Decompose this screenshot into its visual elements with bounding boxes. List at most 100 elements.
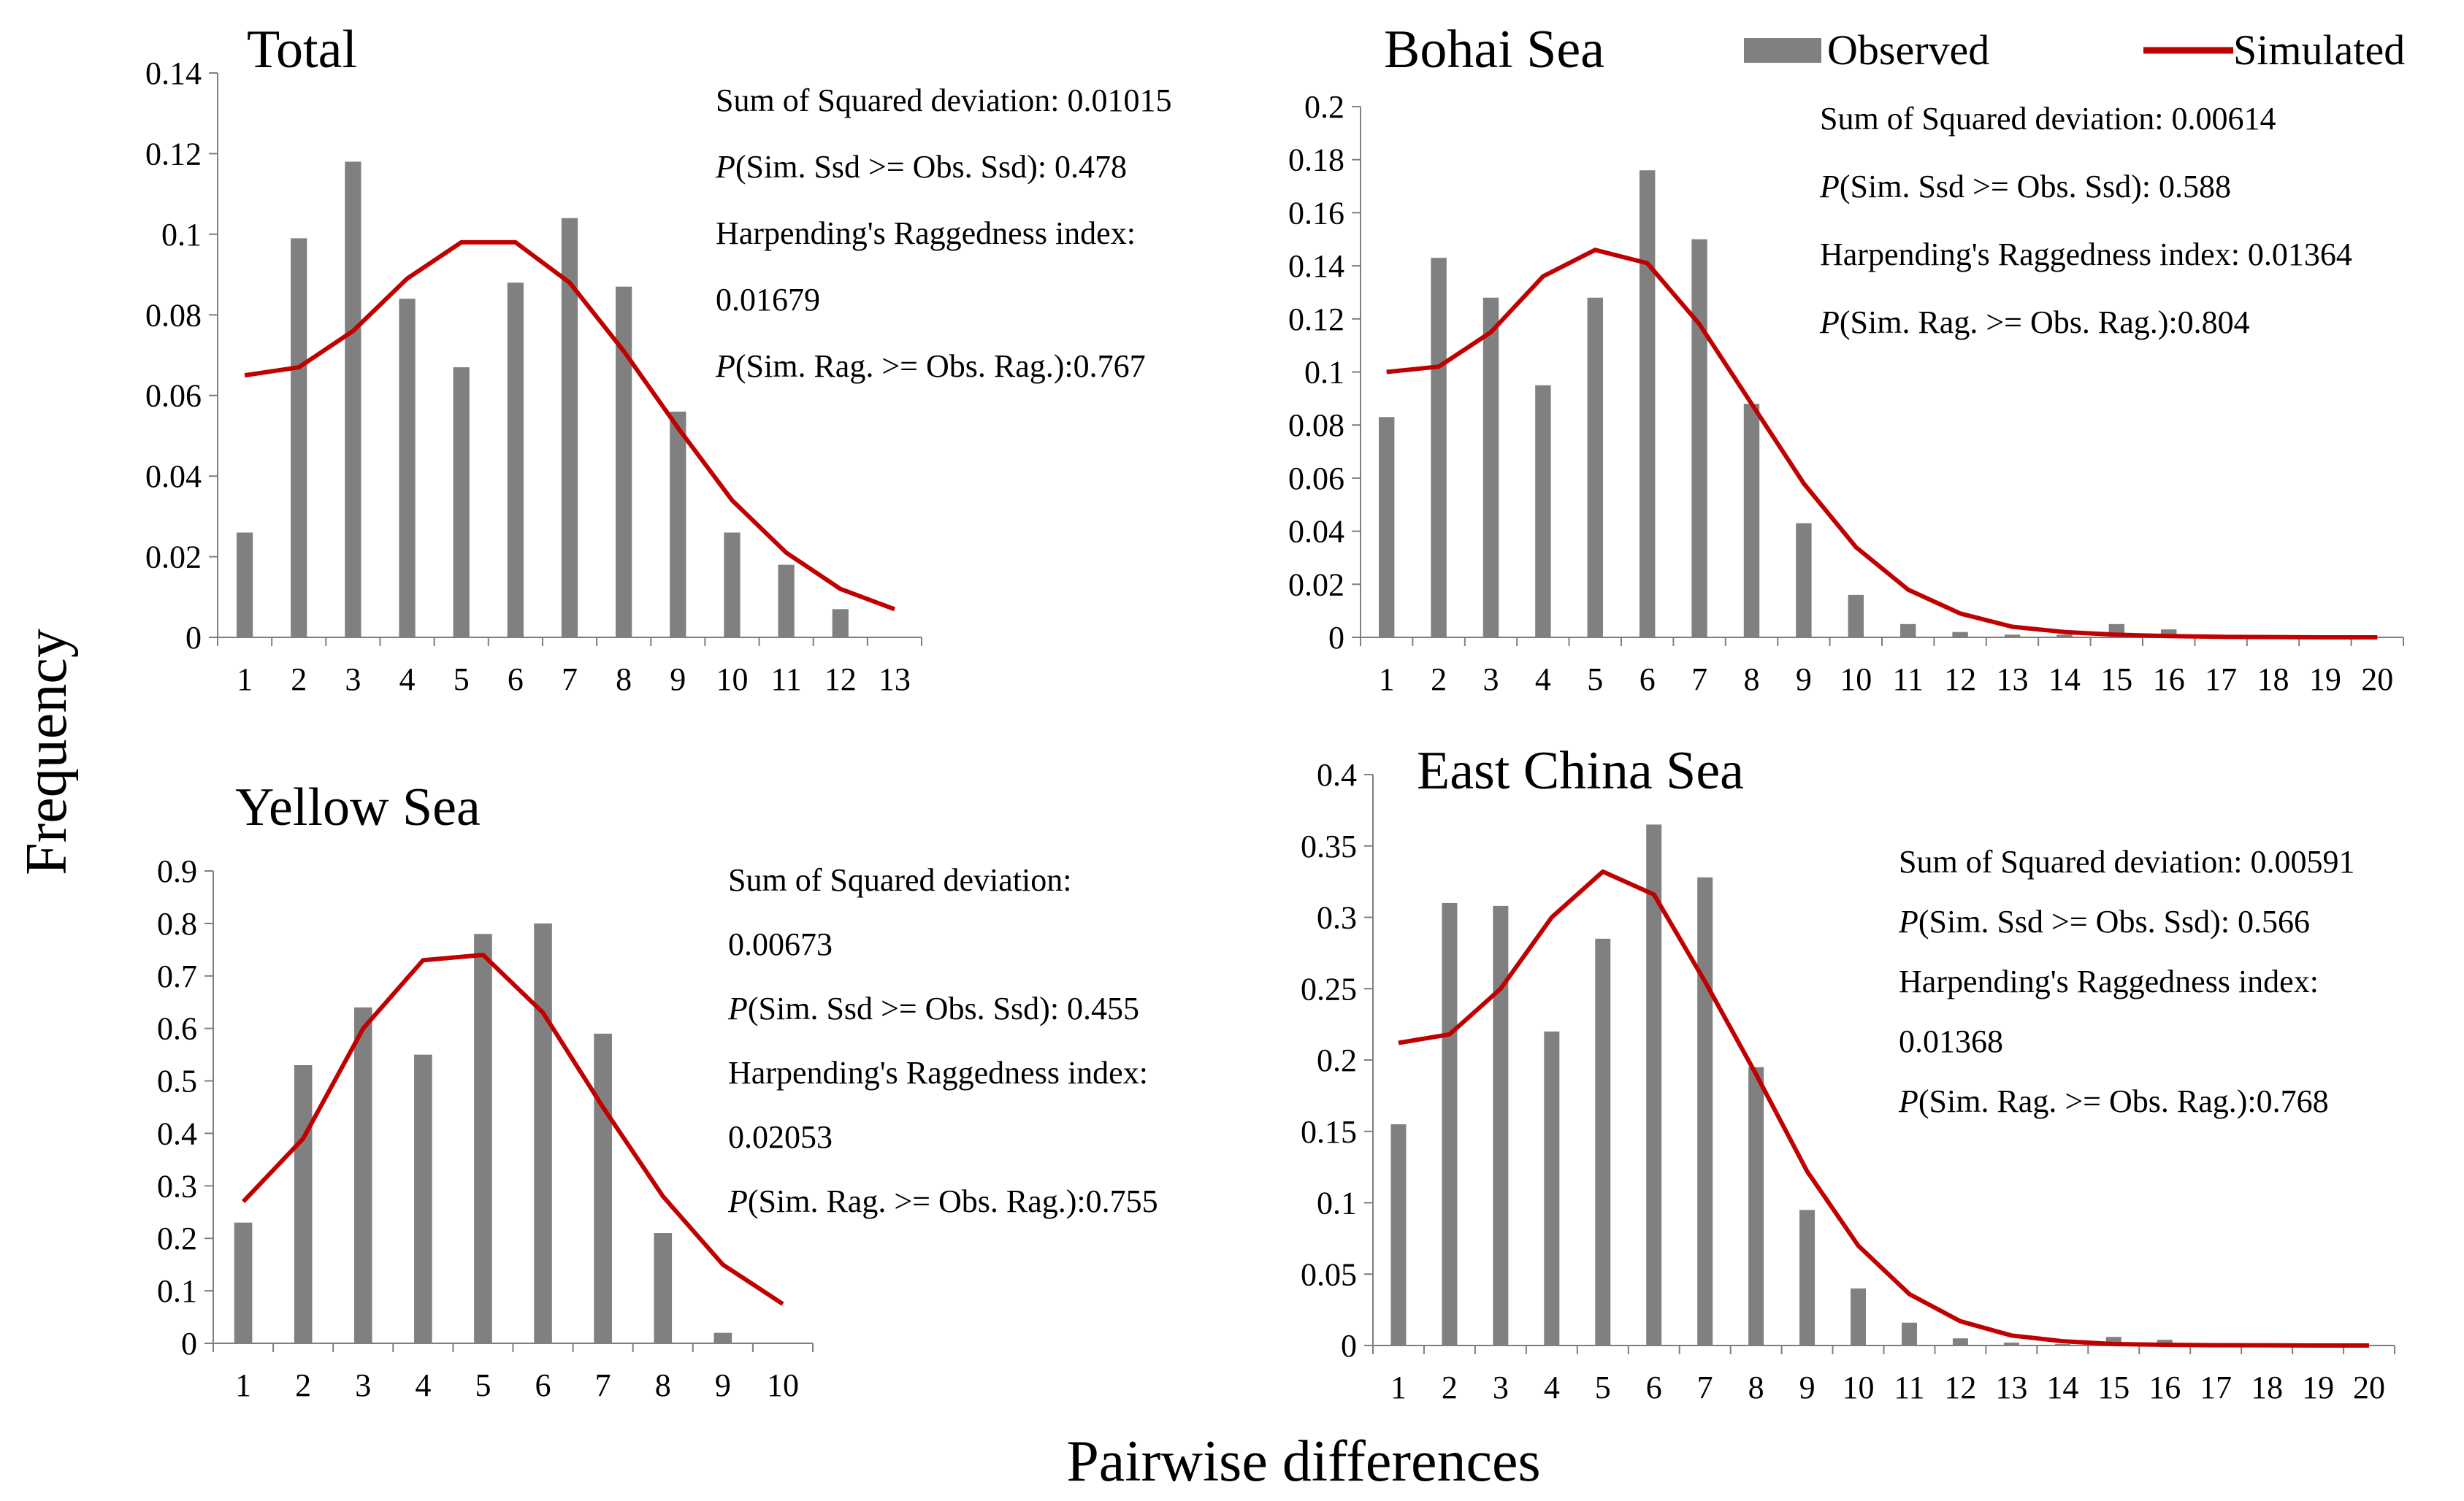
y-tick-label: 0.08 [1288,407,1344,443]
stat-line: Sum of Squared deviation: [728,862,1072,898]
observed-bar [2105,1337,2121,1345]
observed-bar [1482,297,1499,637]
stat-italic-p: P [1819,304,1840,340]
simulated-line [241,953,784,1306]
x-tick-label: 3 [1483,661,1499,697]
stat-line: P(Sim. Ssd >= Obs. Ssd): 0.588 [1819,169,2231,204]
observed-bar [670,411,686,637]
x-tick-label: 15 [2097,1370,2130,1405]
observed-bar [616,286,632,637]
x-tick-label: 2 [1442,1370,1458,1405]
observed-bar [2003,1343,2019,1345]
panel-title: East China Sea [1417,741,1744,801]
panel-yellow-sea: Yellow Sea 0 0.1 0.2 0.3 0.4 0.5 0.6 0.7 0.8 0.9 1… [157,778,1158,1403]
x-tick-label: 19 [2309,661,2341,697]
x-tick-label: 4 [1535,661,1551,697]
x-tick-label: 11 [1893,661,1924,697]
stat-line: 0.02053 [728,1119,833,1155]
observed-bar [1743,404,1760,637]
stat-line: Harpending's Raggedness index: 0.01364 [1820,237,2352,272]
x-tick-label: 12 [824,661,857,697]
x-tick-label: 14 [2046,1370,2078,1405]
panel-title: Bohai Sea [1384,20,1604,80]
x-tick-label: 16 [2149,1370,2181,1405]
observed-bar [236,532,253,637]
stat-line: 0.01679 [716,282,820,318]
y-tick-label: 0 [185,620,202,656]
y-tick-label: 0.4 [157,1116,197,1151]
y-tick-label: 0.05 [1301,1256,1357,1292]
x-tick-label: 11 [1894,1370,1924,1405]
y-tick-label: 0.1 [1304,355,1344,391]
x-tick-label: 9 [1799,1370,1816,1405]
y-tick-label: 0.25 [1301,971,1357,1007]
observed-bar [399,299,416,637]
x-tick-label: 15 [2100,661,2132,697]
x-tick-label: 5 [1587,661,1603,697]
x-tick-label: 9 [1796,661,1812,697]
y-tick-label: 0.04 [1288,514,1344,550]
y-tick-label: 0.04 [145,458,202,494]
x-tick-label: 6 [1640,661,1656,697]
observed-bar [2160,629,2177,637]
x-tick-label: 14 [2048,661,2081,697]
stat-italic-p: P [715,348,735,384]
observed-bar [1691,239,1707,637]
y-tick-label: 0.3 [1317,900,1357,936]
x-tick-label: 3 [1493,1370,1509,1405]
stat-italic-p: P [1819,169,1840,204]
y-tick-label: 0.35 [1301,829,1357,864]
observed-bar [234,1222,253,1343]
x-tick-label: 2 [291,661,307,697]
observed-bar [1851,1288,1867,1345]
y-tick-label: 0.06 [145,378,202,414]
observed-bar [353,1007,372,1343]
stat-italic-p: P [727,1183,748,1219]
stat-italic-p: P [1898,1083,1918,1119]
observed-bar [713,1332,732,1343]
y-tick-label: 0.1 [157,1273,197,1309]
observed-bar [1799,1210,1816,1345]
y-tick-label: 0.12 [145,136,202,172]
x-tick-label: 7 [562,661,578,697]
y-tick-label: 0.4 [1317,757,1357,793]
panel-title: Yellow Sea [235,778,481,837]
x-tick-label: 6 [1646,1370,1662,1405]
stat-text: (Sim. Rag. >= Obs. Rag.):0.768 [1918,1083,2329,1119]
stat-text: (Sim. Rag. >= Obs. Rag.):0.755 [748,1183,1158,1219]
x-tick-label: 10 [1840,661,1872,697]
observed-bar [1899,623,1916,637]
stat-line: Harpending's Raggedness index: [728,1055,1148,1091]
x-tick-label: 4 [399,661,416,697]
x-tick-label: 2 [1431,661,1447,697]
legend-observed-swatch [1744,38,1821,63]
observed-bar [654,1233,673,1343]
x-tick-label: 17 [2205,661,2237,697]
observed-bar [2004,634,2021,637]
stat-text: (Sim. Ssd >= Obs. Ssd): 0.566 [1918,904,2310,940]
x-tick-label: 20 [2353,1370,2385,1405]
observed-bar [2054,1344,2070,1345]
panel-total: Total 00.020.040.060.080.10.120.141 2 3 4 5 6… [145,20,1172,697]
observed-bar [534,923,552,1343]
observed-bar [294,1064,313,1343]
y-tick-label: 0.16 [1288,195,1344,231]
stat-line: Harpending's Raggedness index: [1899,964,2319,999]
y-tick-label: 0.5 [157,1064,197,1099]
observed-bar [1901,1322,1917,1345]
observed-bar [474,934,492,1343]
observed-bar [1378,417,1395,637]
x-tick-label: 13 [1995,1370,2027,1405]
y-tick-label: 0.1 [1317,1186,1357,1221]
x-tick-label: 5 [1595,1370,1611,1405]
x-tick-label: 9 [670,661,686,697]
stat-line: 0.01368 [1899,1024,2003,1059]
y-tick-label: 0.15 [1301,1114,1357,1150]
x-tick-label: 3 [355,1367,371,1403]
observed-bar [414,1054,432,1343]
stat-line: Harpending's Raggedness index: [716,215,1136,251]
x-tick-label: 7 [1697,1370,1713,1405]
x-tick-label: 19 [2302,1370,2334,1405]
observed-bar [1848,594,1864,637]
observed-bar [1544,1031,1560,1345]
